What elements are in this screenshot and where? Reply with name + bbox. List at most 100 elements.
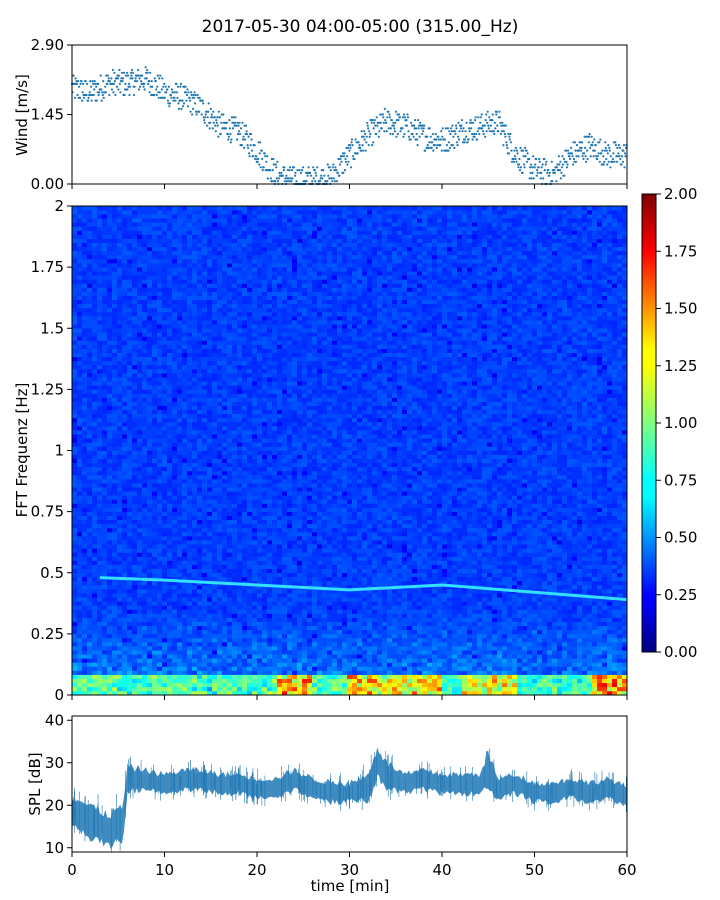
spectrogram-cell	[147, 304, 152, 308]
wind-point	[172, 100, 174, 102]
spectrogram-cell	[177, 662, 182, 666]
spectrogram-cell	[172, 345, 177, 349]
spectrogram-cell	[112, 222, 117, 226]
spectrogram-cell	[222, 675, 227, 679]
spectrogram-cell	[122, 654, 127, 658]
spectrogram-cell	[112, 206, 117, 210]
spectrogram-cell	[157, 324, 162, 328]
spectrogram-cell	[142, 626, 147, 630]
spectrogram-cell	[142, 471, 147, 475]
spectrogram-cell	[157, 389, 162, 393]
spectrogram-cell	[207, 218, 212, 222]
spectrogram-cell	[137, 292, 142, 296]
spectrogram-cell	[217, 495, 222, 499]
wind-point	[494, 122, 496, 124]
spectrogram-cell	[77, 243, 82, 247]
spectrogram-cell	[87, 300, 92, 304]
spectrogram-cell	[162, 471, 167, 475]
spectrogram-cell	[102, 654, 107, 658]
spectrogram-cell	[172, 687, 177, 691]
spectrogram-cell	[177, 345, 182, 349]
spectrogram-cell	[212, 300, 217, 304]
spectrogram-cell	[197, 630, 202, 634]
spectrogram-cell	[162, 662, 167, 666]
wind-point	[608, 147, 610, 149]
spectrogram-cell	[197, 512, 202, 516]
spectrogram-cell	[177, 622, 182, 626]
spectrogram-cell	[97, 324, 102, 328]
spectrogram-cell	[112, 357, 117, 361]
spectrogram-cell	[172, 328, 177, 332]
spectrogram-cell	[142, 524, 147, 528]
spectrogram-cell	[97, 483, 102, 487]
spectrogram-cell	[122, 210, 127, 214]
spectrogram-cell	[177, 495, 182, 499]
spectrogram-cell	[137, 226, 142, 230]
spectrogram-cell	[217, 251, 222, 255]
spectrogram-cell	[97, 353, 102, 357]
spectrogram-cell	[177, 271, 182, 275]
spectrogram-cell	[177, 222, 182, 226]
spectrogram-cell	[117, 430, 122, 434]
wind-point	[314, 180, 316, 182]
spectrogram-cell	[97, 609, 102, 613]
spectrogram-cell	[147, 430, 152, 434]
wind-point	[431, 147, 433, 149]
spectrogram-cell	[177, 597, 182, 601]
spectrogram-cell	[202, 308, 207, 312]
spectrogram-cell	[162, 630, 167, 634]
spectrogram-cell	[182, 683, 187, 687]
spectrogram-cell	[112, 548, 117, 552]
spectrogram-cell	[202, 671, 207, 675]
wind-point	[601, 150, 603, 152]
spectrogram-cell	[192, 324, 197, 328]
spectrogram-cell	[122, 263, 127, 267]
spectrogram-cell	[122, 561, 127, 565]
spectrogram-cell	[127, 630, 132, 634]
spectrogram-cell	[117, 589, 122, 593]
spectrogram-cell	[222, 520, 227, 524]
spectrogram-cell	[132, 332, 137, 336]
spectrogram-cell	[127, 283, 132, 287]
spectrogram-cell	[147, 377, 152, 381]
spectrogram-cell	[107, 226, 112, 230]
spectrogram-cell	[142, 259, 147, 263]
spectrogram-cell	[217, 345, 222, 349]
spectrogram-cell	[82, 320, 87, 324]
spectrogram-cell	[102, 536, 107, 540]
spectrogram-cell	[102, 402, 107, 406]
spectrogram-cell	[172, 365, 177, 369]
spectrogram-cell	[122, 402, 127, 406]
spectrogram-cell	[82, 210, 87, 214]
spectrogram-cell	[142, 422, 147, 426]
spectrogram-cell	[182, 218, 187, 222]
spectrogram-cell	[107, 349, 112, 353]
spectrogram-cell	[212, 398, 217, 402]
spectrogram-cell	[92, 671, 97, 675]
wind-point	[499, 122, 501, 124]
spectrogram-cell	[97, 597, 102, 601]
spectrogram-cell	[152, 675, 157, 679]
wind-point	[589, 147, 591, 149]
spectrogram-cell	[117, 565, 122, 569]
spectrogram-cell	[227, 442, 232, 446]
spectrogram-cell	[112, 528, 117, 532]
spectrogram-cell	[227, 345, 232, 349]
spectrogram-cell	[102, 642, 107, 646]
spectrogram-cell	[207, 638, 212, 642]
spectrogram-cell	[207, 369, 212, 373]
spectrogram-cell	[127, 259, 132, 263]
spectrogram-cell	[92, 308, 97, 312]
wind-xticks	[72, 184, 627, 189]
spectrogram-cell	[82, 487, 87, 491]
spectrogram-cell	[97, 589, 102, 593]
spectrogram-cell	[172, 524, 177, 528]
spectrogram-cell	[212, 406, 217, 410]
spectrogram-cell	[77, 426, 82, 430]
spectrogram-cell	[207, 520, 212, 524]
spectrogram-cell	[77, 414, 82, 418]
spectrogram-cell	[177, 275, 182, 279]
spectrogram-cell	[102, 455, 107, 459]
spectrogram-cell	[137, 451, 142, 455]
spectrogram-cell	[197, 304, 202, 308]
